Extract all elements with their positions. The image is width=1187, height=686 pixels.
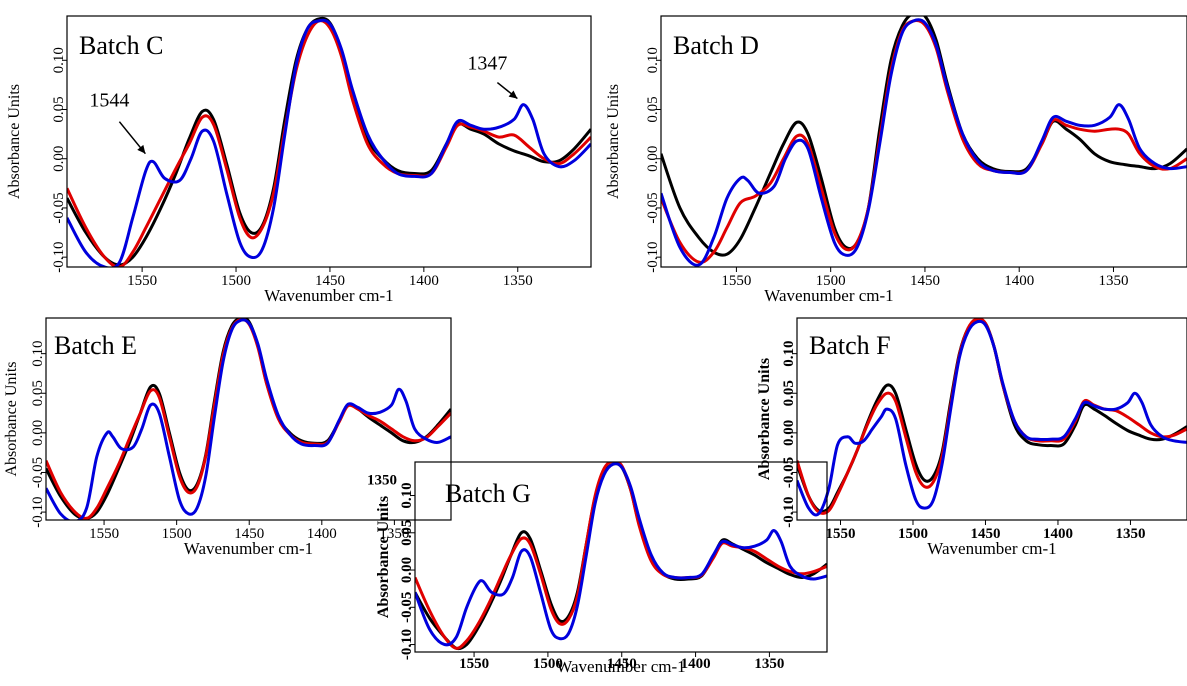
y-tick-label: -0.10 xyxy=(781,496,797,527)
y-tick-label: 0.05 xyxy=(645,96,661,122)
x-axis-label: Wavenumber cm-1 xyxy=(764,286,893,305)
x-tick-label: 1550 xyxy=(459,656,489,672)
y-axis-label: Absorbance Units xyxy=(375,496,392,618)
panel-title: Batch G xyxy=(445,479,531,508)
panel-title: Batch C xyxy=(79,31,164,60)
y-tick-label: 0.10 xyxy=(51,47,67,73)
peak-annotation-label: 1544 xyxy=(89,90,129,112)
y-tick-label: 0.10 xyxy=(399,482,415,508)
series-line-2 xyxy=(661,18,1187,267)
y-tick-label: 0.05 xyxy=(781,380,797,406)
x-tick-label: 1350 xyxy=(1098,273,1128,289)
panel-batch-2: 1550 1500 1450 1400 1350 -0.10 -0.05 0.00 0.05 0.… xyxy=(3,317,452,558)
x-tick-label: 1500 xyxy=(221,273,251,289)
panel-title: Batch E xyxy=(54,331,137,360)
x-axis-label: Wavenumber cm-1 xyxy=(184,539,313,558)
x-tick-label: 1550 xyxy=(89,526,119,542)
x-tick-label: 1350 xyxy=(379,526,409,542)
panel-title: Batch F xyxy=(809,331,891,360)
series-line-2 xyxy=(46,318,451,520)
y-tick-label: -0.10 xyxy=(399,629,415,660)
annotation-arrow-head xyxy=(508,90,518,99)
peak-annotation-label: 1347 xyxy=(467,53,507,75)
panel-batch-4: 1550 1500 1450 1400 1350 -0.10 -0.05 0.00 0.05 0.… xyxy=(367,461,828,676)
annotation-arrow-head xyxy=(137,144,146,154)
y-tick-label: -0.05 xyxy=(399,592,415,623)
series-line-0 xyxy=(661,16,1187,257)
x-tick-label: 1450 xyxy=(607,656,637,672)
x-axis-label: Wavenumber cm-1 xyxy=(927,539,1056,558)
y-axis-label: Absorbance Units xyxy=(605,84,622,199)
x-tick-label: 1350 xyxy=(503,273,533,289)
x-tick-label: 1500 xyxy=(533,656,563,672)
panel-batch-0: 1550 1500 1450 1400 1350 -0.10 -0.05 0.00 0.05 0.… xyxy=(6,15,592,305)
y-tick-label: 0.00 xyxy=(51,146,67,172)
y-axis-label: Absorbance Units xyxy=(3,361,20,476)
x-tick-label: 1450 xyxy=(970,526,1000,542)
plot-frame xyxy=(414,461,828,653)
y-tick-label: 0.05 xyxy=(51,96,67,122)
y-tick-label: -0.10 xyxy=(51,242,67,273)
x-tick-label: 1400 xyxy=(409,273,439,289)
x-tick-label: 1350 xyxy=(1115,526,1145,542)
y-axis-label: Absorbance Units xyxy=(756,358,773,480)
series-line-2 xyxy=(415,462,827,647)
y-tick-label: -0.10 xyxy=(645,242,661,273)
x-tick-label: 1550 xyxy=(127,273,157,289)
x-tick-label: 1400 xyxy=(1043,526,1073,542)
y-tick-label: 0.05 xyxy=(30,380,46,406)
y-tick-label: 0.00 xyxy=(645,146,661,172)
plot-frame xyxy=(45,317,452,521)
x-tick-label: 1550 xyxy=(721,273,751,289)
y-axis-label: Absorbance Units xyxy=(6,84,23,199)
x-tick-label: 1550 xyxy=(825,526,855,542)
x-tick-label: 1450 xyxy=(315,273,345,289)
panel-title: Batch D xyxy=(673,31,759,60)
y-tick-label: -0.05 xyxy=(30,457,46,488)
plot-frame xyxy=(66,15,592,268)
y-tick-label: 0.00 xyxy=(781,420,797,446)
y-tick-extra-label: 1350 xyxy=(367,472,397,488)
x-tick-label: 1500 xyxy=(898,526,928,542)
x-tick-label: 1500 xyxy=(162,526,192,542)
y-tick-label: 0.05 xyxy=(399,520,415,546)
series-line-1 xyxy=(415,462,827,650)
series-line-2 xyxy=(797,319,1187,517)
x-tick-label: 1500 xyxy=(816,273,846,289)
y-tick-label: 0.00 xyxy=(399,557,415,583)
series-line-2 xyxy=(67,18,591,267)
x-tick-label: 1400 xyxy=(681,656,711,672)
series-line-0 xyxy=(46,318,451,520)
y-tick-label: -0.10 xyxy=(30,496,46,527)
x-tick-label: 1450 xyxy=(234,526,264,542)
x-tick-label: 1450 xyxy=(910,273,940,289)
x-tick-label: 1400 xyxy=(307,526,337,542)
y-tick-label: -0.05 xyxy=(51,192,67,223)
panel-batch-3: 1550 1500 1450 1400 1350 -0.10 -0.05 0.00 0.05 0.… xyxy=(756,317,1187,558)
plot-frame xyxy=(660,15,1187,268)
x-axis-label: Wavenumber cm-1 xyxy=(264,286,393,305)
x-axis-label: Wavenumber cm-1 xyxy=(556,657,685,676)
plot-frame xyxy=(796,317,1187,521)
y-tick-label: 0.10 xyxy=(781,341,797,367)
x-tick-label: 1350 xyxy=(754,656,784,672)
y-tick-label: -0.05 xyxy=(645,192,661,223)
series-line-0 xyxy=(67,16,591,267)
y-tick-label: 0.10 xyxy=(645,47,661,73)
y-tick-label: 0.10 xyxy=(30,341,46,367)
panel-batch-1: 1550 1500 1450 1400 1350 -0.10 -0.05 0.00 0.05 0.… xyxy=(605,15,1187,305)
x-tick-label: 1400 xyxy=(1004,273,1034,289)
y-tick-label: 0.00 xyxy=(30,420,46,446)
y-tick-label: -0.05 xyxy=(781,457,797,488)
